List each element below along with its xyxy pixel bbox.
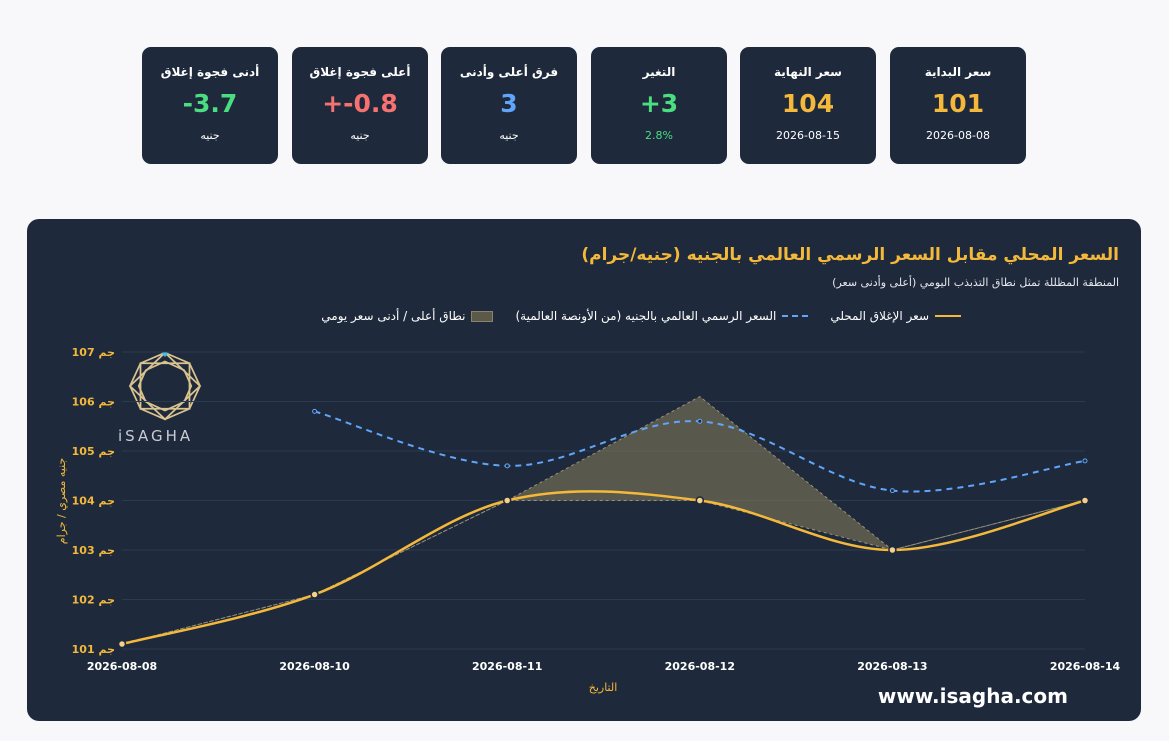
card-value: 101 [931, 89, 985, 118]
card-label: أعلى فجوة إغلاق [309, 65, 411, 79]
x-tick-label: 2026-08-10 [279, 660, 350, 673]
x-axis-label: التاريخ [589, 681, 618, 694]
y-tick-label: 105 جم [72, 445, 115, 458]
card-change: التغير +3 2.8% [591, 47, 727, 164]
isagha-logo-icon [128, 351, 202, 421]
y-axis-label: جنيه مصري / جرام [55, 458, 68, 544]
series-layer [121, 410, 1086, 646]
card-label: أدنى فجوة إغلاق [160, 65, 260, 79]
card-value: -3.7 [182, 89, 238, 118]
global-point [312, 408, 318, 414]
y-tick-label: 107 جم [72, 346, 115, 359]
card-value: 3 [500, 89, 518, 118]
y-tick-label: 104 جم [72, 495, 115, 508]
global-point [504, 463, 510, 469]
global-point [697, 418, 703, 424]
logo-text: iSAGHA [118, 427, 194, 445]
chart-title: السعر المحلي مقابل السعر الرسمي العالمي … [581, 245, 1119, 265]
y-tick-label: 106 جم [72, 396, 115, 409]
card-sub: 2026-08-08 [926, 129, 990, 142]
local-point [502, 496, 512, 505]
legend-swatch-solid [935, 310, 961, 322]
chart-subtitle: المنطقة المظللة تمثل نطاق التذبذب اليومي… [832, 276, 1119, 289]
legend-item-global-price[interactable]: السعر الرسمي العالمي بالجنيه (من الأونصة… [515, 309, 809, 323]
y-tick-label: 101 جم [72, 643, 115, 656]
chart-panel: السعر المحلي مقابل السعر الرسمي العالمي … [27, 219, 1141, 721]
x-tick-label: 2026-08-08 [87, 660, 157, 673]
global-point [889, 488, 895, 494]
x-axis: 2026-08-08 2026-08-10 2026-08-11 2026-08-12… [87, 660, 1121, 673]
card-high-low-diff: فرق أعلى وأدنى 3 جنيه [441, 47, 577, 164]
y-tick-label: 103 جم [72, 544, 115, 557]
legend-label: السعر الرسمي العالمي بالجنيه (من الأونصة… [515, 309, 777, 323]
x-tick-label: 2026-08-12 [665, 660, 735, 673]
website-watermark: www.isagha.com [877, 684, 1068, 708]
x-tick-label: 2026-08-11 [472, 660, 542, 673]
y-tick-label: 102 جم [72, 594, 115, 607]
y-axis: 101 جم 102 جم 103 جم 104 جم 105 جم 106 جم 107 … [72, 346, 115, 656]
legend-item-band[interactable]: نطاق أعلى / أدنى سعر يومي [321, 309, 494, 323]
legend-swatch-dashed [782, 310, 809, 322]
card-value: 104 [781, 89, 835, 118]
local-point [1080, 496, 1090, 505]
legend-swatch-band [471, 310, 494, 322]
card-value: +-0.8 [322, 89, 398, 118]
card-label: فرق أعلى وأدنى [459, 65, 559, 79]
card-end-price: سعر النهاية 104 2026-08-15 [740, 47, 876, 164]
card-sub: 2026-08-15 [776, 129, 840, 142]
card-min-close-gap: أدنى فجوة إغلاق -3.7 جنيه [142, 47, 278, 164]
card-max-close-gap: أعلى فجوة إغلاق +-0.8 جنيه [292, 47, 428, 164]
summary-cards: سعر البداية 101 2026-08-08 سعر النهاية 1… [142, 47, 1026, 164]
card-value: +3 [639, 89, 679, 118]
legend-label: سعر الإغلاق المحلي [830, 309, 929, 323]
legend-label: نطاق أعلى / أدنى سعر يومي [321, 309, 466, 323]
chart-legend: سعر الإغلاق المحلي السعر الرسمي العالمي … [321, 309, 961, 323]
local-point [117, 639, 127, 649]
line-chart: 101 جم 102 جم 103 جم 104 جم 105 جم 106 جم 107 … [55, 346, 1121, 694]
card-label: سعر البداية [924, 65, 992, 79]
x-tick-label: 2026-08-14 [1050, 660, 1121, 673]
global-point [1082, 458, 1088, 464]
card-sub: جنيه [200, 129, 220, 142]
card-label: سعر النهاية [774, 65, 842, 79]
local-point [888, 545, 897, 555]
band-layer [121, 395, 1086, 645]
card-start-price: سعر البداية 101 2026-08-08 [890, 47, 1026, 164]
card-sub: جنيه [499, 129, 519, 142]
local-point [695, 496, 705, 505]
legend-item-local-close[interactable]: سعر الإغلاق المحلي [830, 309, 961, 323]
x-tick-label: 2026-08-13 [857, 660, 927, 673]
high-low-band [121, 395, 1086, 645]
local-point [310, 590, 319, 599]
card-sub: جنيه [350, 129, 370, 142]
card-label: التغير [642, 65, 676, 79]
series-line-local [121, 490, 1086, 646]
card-sub: 2.8% [645, 129, 673, 142]
points-layer [117, 408, 1090, 649]
